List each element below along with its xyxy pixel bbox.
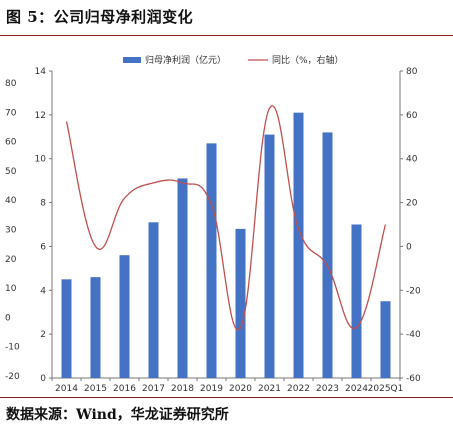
left-tick-label: 4 [40, 286, 46, 296]
x-tick-label: 2020 [229, 384, 252, 394]
profit-bar [351, 224, 362, 378]
left-tick-label: 12 [35, 111, 46, 121]
right-tick-label: 0 [406, 242, 412, 252]
profit-bar [206, 143, 217, 378]
outer-axis-label: -20 [5, 372, 20, 382]
outer-axis-label: -10 [5, 343, 20, 353]
profit-bar [90, 277, 101, 378]
legend-line-label: 同比（%，右轴） [272, 54, 344, 66]
profit-bar [235, 228, 246, 378]
outer-axis-label: 60 [5, 138, 17, 148]
x-tick-label: 2016 [113, 384, 136, 394]
profit-bar [322, 132, 333, 378]
legend-bar-swatch [123, 57, 141, 63]
right-tick-label: 60 [406, 111, 418, 121]
right-tick-label: 20 [406, 199, 418, 209]
profit-bar [119, 255, 130, 378]
outer-axis-label: 50 [5, 167, 17, 177]
x-tick-label: 2019 [200, 384, 223, 394]
outer-axis-label: 0 [5, 313, 11, 323]
x-tick-label: 2017 [142, 384, 165, 394]
left-tick-label: 0 [40, 374, 46, 384]
outer-axis-label: 30 [5, 226, 17, 236]
outer-axis-label: 20 [5, 255, 17, 265]
right-tick-label: -60 [406, 374, 421, 384]
right-tick-label: 40 [406, 155, 418, 165]
x-tick-label: 2021 [258, 384, 281, 394]
right-tick-label: -20 [406, 286, 421, 296]
profit-bar [293, 112, 304, 379]
source-note: 数据来源：Wind，华龙证券研究所 [6, 407, 229, 423]
legend-bar-label: 归母净利润（亿元） [145, 54, 226, 66]
left-tick-label: 6 [40, 242, 46, 252]
profit-bar [380, 301, 391, 378]
profit-bar [264, 134, 275, 378]
top-rule [0, 35, 453, 36]
x-tick-label: 2018 [171, 384, 194, 394]
x-tick-label: 2022 [287, 384, 310, 394]
outer-axis-label: 70 [5, 108, 17, 118]
x-tick-label: 2023 [316, 384, 339, 394]
yoy-line [65, 105, 387, 331]
profit-bar [61, 279, 72, 378]
right-tick-label: -40 [406, 330, 421, 340]
outer-axis-label: 40 [5, 196, 17, 206]
outer-axis-label: 80 [5, 79, 17, 89]
x-tick-label: 2014 [55, 384, 78, 394]
x-tick-label: 2024 [345, 384, 368, 394]
x-tick-label: 2015 [84, 384, 107, 394]
left-tick-label: 10 [35, 155, 47, 165]
figure-title: 图 5：公司归母净利润变化 [6, 8, 194, 26]
left-tick-label: 2 [40, 330, 46, 340]
profit-bar [177, 178, 188, 378]
outer-axis-label: 10 [5, 284, 17, 294]
right-tick-label: 80 [406, 67, 418, 77]
bottom-rule [0, 397, 453, 398]
profit-bar [148, 222, 159, 378]
left-tick-label: 14 [35, 67, 47, 77]
left-tick-label: 8 [40, 199, 46, 209]
x-tick-label: 2025Q1 [368, 384, 404, 394]
